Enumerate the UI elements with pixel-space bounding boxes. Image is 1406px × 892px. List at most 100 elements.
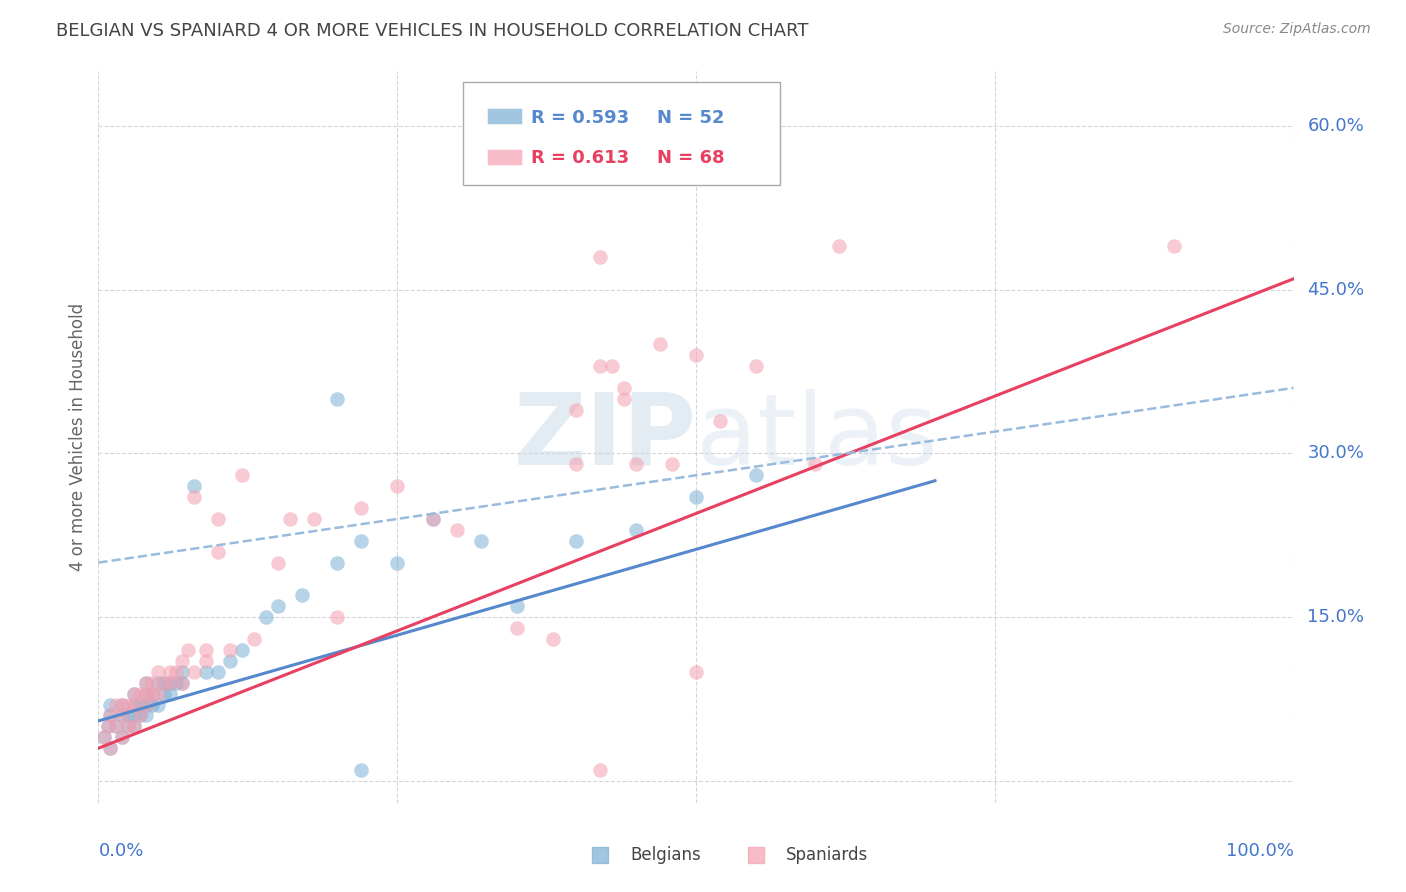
Point (254, 610, 277, 624)
Text: Spaniards: Spaniards (786, 847, 868, 864)
Point (135, 708, 157, 723)
Point (626, 523, 648, 537)
Point (141, 698, 163, 712)
Point (124, 687, 146, 701)
Point (129, 708, 152, 723)
Text: N = 68: N = 68 (657, 149, 724, 167)
Point (350, 533, 373, 548)
Point (135, 687, 157, 701)
Point (804, 458, 827, 472)
Point (172, 665, 194, 679)
Point (172, 654, 194, 668)
Point (745, 853, 768, 867)
Point (105, 698, 128, 712)
Point (350, 501, 373, 516)
Point (165, 675, 187, 690)
Point (141, 675, 163, 690)
Point (302, 512, 325, 526)
Point (828, 239, 851, 253)
Point (148, 687, 170, 701)
Point (326, 392, 349, 406)
Text: 30.0%: 30.0% (1308, 444, 1364, 462)
Point (111, 731, 134, 745)
Point (124, 719, 146, 733)
Point (135, 698, 157, 712)
Text: Source: ZipAtlas.com: Source: ZipAtlas.com (1223, 22, 1371, 37)
Point (159, 687, 181, 701)
Text: 0.0%: 0.0% (98, 842, 143, 860)
Point (207, 665, 229, 679)
Point (148, 665, 170, 679)
Point (385, 479, 409, 493)
Point (105, 719, 128, 733)
Point (385, 556, 409, 570)
Point (97, 719, 120, 733)
Point (470, 533, 492, 548)
Point (165, 665, 187, 679)
Text: BELGIAN VS SPANIARD 4 OR MORE VEHICLES IN HOUSEHOLD CORRELATION CHART: BELGIAN VS SPANIARD 4 OR MORE VEHICLES I… (56, 22, 808, 40)
Point (135, 687, 157, 701)
Point (93, 731, 115, 745)
Point (159, 665, 181, 679)
Text: 60.0%: 60.0% (1308, 117, 1364, 135)
Point (124, 708, 146, 723)
Point (98, 741, 122, 756)
Point (1163, 239, 1185, 253)
Point (153, 687, 176, 701)
Point (422, 512, 444, 526)
Point (565, 402, 588, 417)
Point (422, 512, 444, 526)
Point (148, 675, 170, 690)
Point (350, 763, 373, 777)
Point (129, 698, 152, 712)
Point (195, 665, 218, 679)
Point (111, 698, 134, 712)
Text: Belgians: Belgians (630, 847, 702, 864)
Point (745, 359, 768, 373)
Text: ZIP: ZIP (513, 389, 696, 485)
Point (446, 523, 468, 537)
Point (589, 359, 612, 373)
Point (326, 610, 349, 624)
Point (124, 687, 146, 701)
Point (685, 665, 707, 679)
Point (685, 490, 707, 504)
Point (117, 719, 139, 733)
Point (98, 708, 122, 723)
Point (159, 675, 181, 690)
FancyBboxPatch shape (463, 82, 780, 185)
Point (506, 621, 529, 635)
Point (111, 708, 134, 723)
Point (231, 468, 253, 483)
Point (267, 556, 290, 570)
FancyBboxPatch shape (486, 149, 522, 165)
Point (183, 479, 205, 493)
Point (565, 458, 588, 472)
Point (172, 675, 194, 690)
Point (183, 490, 205, 504)
FancyBboxPatch shape (486, 108, 522, 125)
Point (135, 698, 157, 712)
Point (613, 392, 636, 406)
Point (541, 632, 564, 646)
Point (117, 719, 139, 733)
Point (129, 687, 152, 701)
Point (685, 348, 707, 362)
Point (153, 675, 176, 690)
Point (111, 698, 134, 712)
Text: N = 52: N = 52 (657, 109, 724, 127)
Text: 45.0%: 45.0% (1308, 281, 1365, 299)
Point (278, 512, 301, 526)
Point (97, 719, 120, 733)
Point (506, 599, 529, 614)
Point (135, 675, 157, 690)
Point (98, 708, 122, 723)
Point (183, 665, 205, 679)
Point (291, 588, 314, 602)
Point (124, 719, 146, 733)
Point (172, 675, 194, 690)
Point (541, 152, 564, 166)
Point (195, 643, 218, 657)
Point (117, 698, 139, 712)
Point (589, 853, 612, 867)
